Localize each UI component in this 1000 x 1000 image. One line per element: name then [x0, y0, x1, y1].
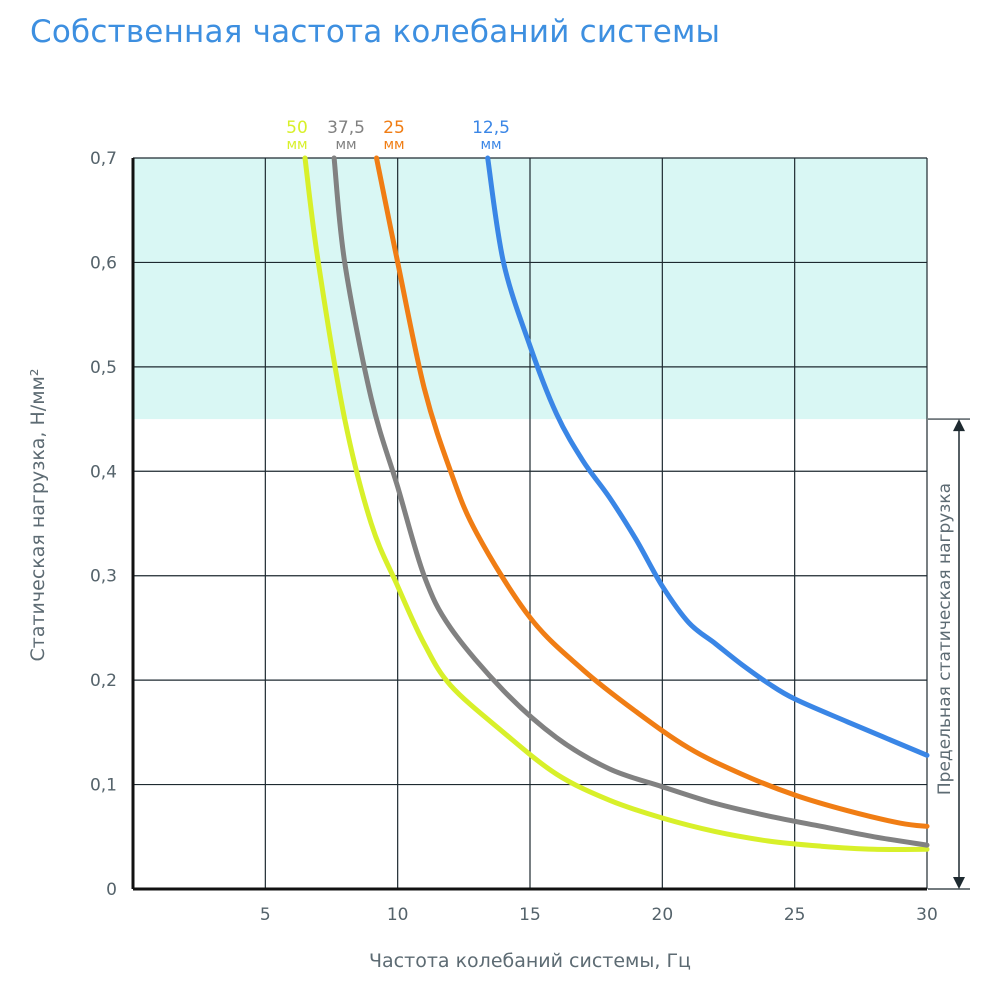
- x-axis-title: Частота колебаний системы, Гц: [369, 950, 691, 972]
- x-tick-label: 10: [387, 905, 409, 925]
- series-layer: [302, 155, 930, 853]
- series-line-1: [302, 155, 930, 853]
- series-line-4: [485, 155, 930, 758]
- series-label-3: 25: [383, 118, 405, 138]
- y-tick-label: 0,6: [90, 253, 117, 273]
- series-unit-2: мм: [335, 137, 356, 153]
- series-unit-4: мм: [480, 137, 501, 153]
- y-tick-label: 0,7: [90, 149, 117, 169]
- series-line-2: [331, 155, 930, 848]
- x-tick-label: 30: [916, 905, 938, 925]
- y-tick-label: 0,2: [90, 671, 117, 691]
- y-tick-label: 0,5: [90, 358, 117, 378]
- x-tick-label: 5: [260, 905, 271, 925]
- y-tick-label: 0,3: [90, 567, 117, 587]
- axis-layer: 5 10 15 20 25 30 0 0,1 0,2 0,3 0,4 0,5 0,6 0,7: [90, 149, 938, 925]
- limit-arrow-head-down: [953, 877, 965, 889]
- chart-title: Собственная частота колебаний системы: [30, 14, 721, 50]
- x-tick-label: 25: [784, 905, 806, 925]
- x-tick-label: 15: [519, 905, 541, 925]
- x-tick-label: 20: [652, 905, 674, 925]
- grid-layer: [133, 157, 928, 889]
- series-unit-3: мм: [383, 137, 404, 153]
- series-line-3: [374, 155, 930, 829]
- limit-label: Предельная статическая нагрузка: [935, 483, 955, 795]
- y-tick-label: 0,4: [90, 462, 117, 482]
- y-tick-label: 0: [106, 880, 117, 900]
- series-label-1: 50: [286, 118, 308, 138]
- y-tick-label: 0,1: [90, 776, 117, 796]
- series-unit-1: мм: [286, 137, 307, 153]
- series-label-4: 12,5: [472, 118, 510, 138]
- y-axis-title: Статическая нагрузка, Н/мм²: [27, 369, 49, 662]
- series-label-2: 37,5: [327, 118, 365, 138]
- limit-arrow-head-up: [953, 419, 965, 432]
